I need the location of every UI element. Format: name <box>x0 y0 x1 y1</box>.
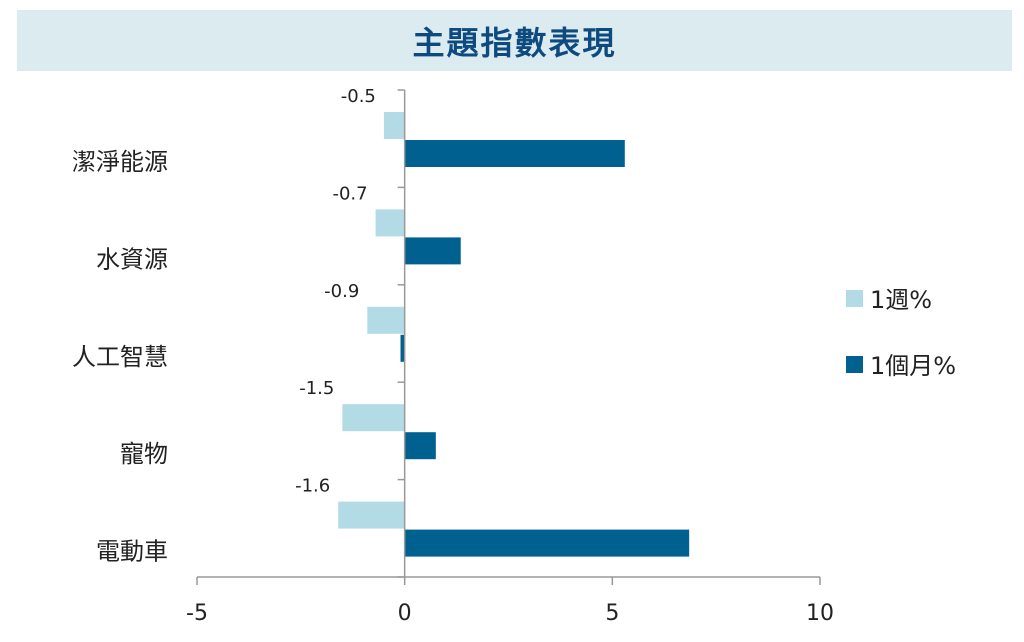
chart-title: 主題指數表現 <box>412 23 617 62</box>
bar-series0-cat-0 <box>383 112 405 139</box>
data-label-series0-cat-2: -0.9 <box>324 281 359 302</box>
x-tick-label: 5 <box>605 601 619 626</box>
bar-series1-cat-1 <box>404 237 461 265</box>
data-label-series0-cat-0: -0.5 <box>341 86 376 107</box>
legend-swatch-series1 <box>846 356 863 373</box>
category-label-cat-0: 潔淨能源 <box>72 148 168 176</box>
bar-series1-cat-2 <box>400 334 405 362</box>
bar-series1-cat-0 <box>404 140 625 167</box>
bar-series1-cat-4 <box>404 529 690 557</box>
data-label-series0-cat-1: -0.7 <box>332 183 367 204</box>
category-label-cat-3: 寵物 <box>120 440 168 468</box>
category-label-cat-2: 人工智慧 <box>72 343 168 371</box>
bar-series0-cat-1 <box>375 209 405 237</box>
x-tick-label: -5 <box>186 601 208 626</box>
data-label-series0-cat-3: -1.5 <box>299 378 334 399</box>
bar-series1-cat-3 <box>404 432 436 460</box>
category-label-cat-1: 水資源 <box>96 245 168 273</box>
data-label-series0-cat-4: -1.6 <box>295 476 330 497</box>
chart-title-bar: 主題指數表現 <box>17 10 1012 71</box>
x-tick-label: 10 <box>806 601 834 626</box>
category-label-cat-4: 電動車 <box>96 538 168 566</box>
legend-label-series0: 1週% <box>870 286 932 314</box>
x-tick-label: 0 <box>398 601 412 626</box>
bar-series0-cat-2 <box>367 306 405 334</box>
bar-series0-cat-4 <box>338 501 405 529</box>
bar-series0-cat-3 <box>342 404 405 432</box>
legend-label-series1: 1個月% <box>870 352 956 380</box>
legend-swatch-series0 <box>846 290 863 307</box>
